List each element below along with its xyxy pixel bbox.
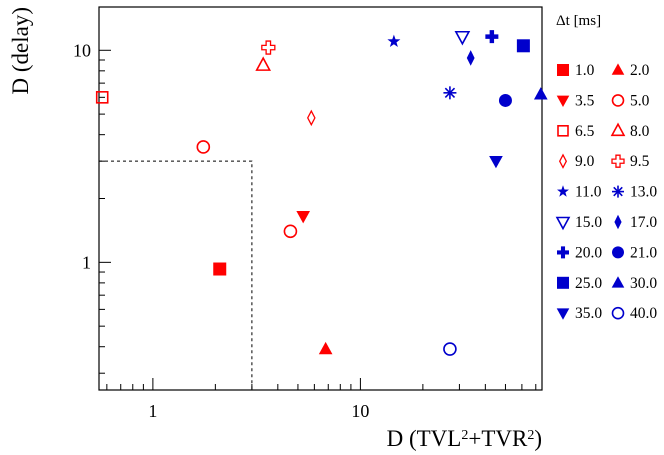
x-axis-title: D (TVL2+TVR2) xyxy=(387,426,542,451)
legend-item-2-0: 2.0 xyxy=(611,62,650,79)
legend-label: 9.5 xyxy=(630,153,650,170)
data-point-30-0 xyxy=(533,87,548,100)
legend-marker xyxy=(556,308,570,320)
legend-item-40-0: 40.0 xyxy=(611,305,657,322)
data-point-3-5 xyxy=(296,211,311,224)
data-point-6-5 xyxy=(95,91,109,104)
legend-item-35-0: 35.0 xyxy=(556,305,602,322)
legend-label: 5.0 xyxy=(630,92,650,109)
legend-marker xyxy=(557,276,569,289)
y-axis-title: D (delay) xyxy=(8,7,33,95)
data-point-9-5 xyxy=(261,40,276,55)
x-tick-label: 10 xyxy=(351,401,369,421)
legend-label: 21.0 xyxy=(630,244,657,261)
data-point-2-0 xyxy=(318,341,333,355)
y-tick-label: 10 xyxy=(73,40,91,60)
data-point-20-0 xyxy=(485,30,499,44)
legend-marker xyxy=(612,246,624,259)
cut-region xyxy=(99,160,253,390)
legend-item-20-0: 20.0 xyxy=(557,244,602,261)
legend-label: 17.0 xyxy=(630,214,657,231)
legend-label: 9.0 xyxy=(575,153,595,170)
data-point-13-0 xyxy=(443,86,457,100)
legend-item-15-0: 15.0 xyxy=(555,214,602,231)
data-point-9-0 xyxy=(307,109,316,127)
legend-item-1-0: 1.0 xyxy=(557,62,595,79)
legend-marker xyxy=(557,185,569,197)
legend-marker xyxy=(557,125,569,137)
data-points xyxy=(95,30,548,356)
cut-region-line xyxy=(99,160,253,390)
legend-marker xyxy=(612,185,624,198)
legend-item-30-0: 30.0 xyxy=(611,275,657,292)
legend-item-9-0: 9.0 xyxy=(558,153,595,170)
tick-labels: 1 10 1 10 xyxy=(73,40,369,421)
legend-item-21-0: 21.0 xyxy=(612,244,657,261)
legend-item-9-5: 9.5 xyxy=(611,153,650,170)
legend-marker xyxy=(610,122,626,137)
legend-item-13-0: 13.0 xyxy=(612,184,657,201)
axis-ticks xyxy=(99,49,537,390)
legend-marker xyxy=(557,64,569,76)
legend-label: 2.0 xyxy=(630,62,650,79)
legend-marker xyxy=(555,216,571,231)
legend-item-8-0: 8.0 xyxy=(610,122,650,140)
x-tick-label: 1 xyxy=(148,401,157,421)
legend-label: 13.0 xyxy=(630,184,657,201)
data-point-5-0 xyxy=(196,140,211,154)
legend-marker xyxy=(611,306,625,320)
data-point-40-0 xyxy=(443,342,457,356)
legend-label: 40.0 xyxy=(630,305,657,322)
legend-title: Δt [ms] xyxy=(556,13,601,29)
y-tick-label: 1 xyxy=(82,252,91,272)
data-point-11-0 xyxy=(387,34,401,48)
legend-marker xyxy=(611,63,625,75)
legend-marker xyxy=(556,95,570,107)
data-point-5-0 xyxy=(283,224,298,239)
legend-marker xyxy=(611,154,625,168)
legend-marker xyxy=(611,276,625,288)
data-point-21-0 xyxy=(498,93,512,107)
legend-label: 6.5 xyxy=(575,123,595,140)
legend-item-6-5: 6.5 xyxy=(557,123,595,140)
legend-marker xyxy=(611,94,625,107)
data-point-1-0 xyxy=(213,262,227,276)
legend-label: 30.0 xyxy=(630,275,657,292)
legend-item-11-0: 11.0 xyxy=(557,184,602,201)
data-point-15-0 xyxy=(454,30,471,46)
legend-label: 11.0 xyxy=(575,184,602,201)
legend-marker xyxy=(614,214,622,230)
legend-label: 20.0 xyxy=(575,244,602,261)
legend-label: 15.0 xyxy=(575,214,602,231)
data-point-8-0 xyxy=(255,56,272,71)
plot-area xyxy=(98,6,543,391)
legend-item-25-0: 25.0 xyxy=(557,275,602,292)
legend-item-17-0: 17.0 xyxy=(614,214,657,231)
legend-item-3-5: 3.5 xyxy=(556,92,595,109)
legend-marker xyxy=(557,246,569,259)
legend-label: 8.0 xyxy=(630,123,650,140)
data-point-35-0 xyxy=(489,155,503,169)
plot-frame xyxy=(98,6,543,391)
legend-marker xyxy=(558,153,568,169)
legend-item-5-0: 5.0 xyxy=(611,92,650,109)
legend-label: 35.0 xyxy=(575,305,602,322)
legend: 1.0 2.0 3.5 5.0 6.5 8.0 9.0 9.5 11.0 13.0 15.0 17.0… xyxy=(555,62,657,322)
data-point-25-0 xyxy=(516,39,530,53)
data-point-17-0 xyxy=(466,50,475,66)
legend-label: 25.0 xyxy=(575,275,602,292)
legend-label: 1.0 xyxy=(575,62,595,79)
legend-label: 3.5 xyxy=(575,92,595,109)
